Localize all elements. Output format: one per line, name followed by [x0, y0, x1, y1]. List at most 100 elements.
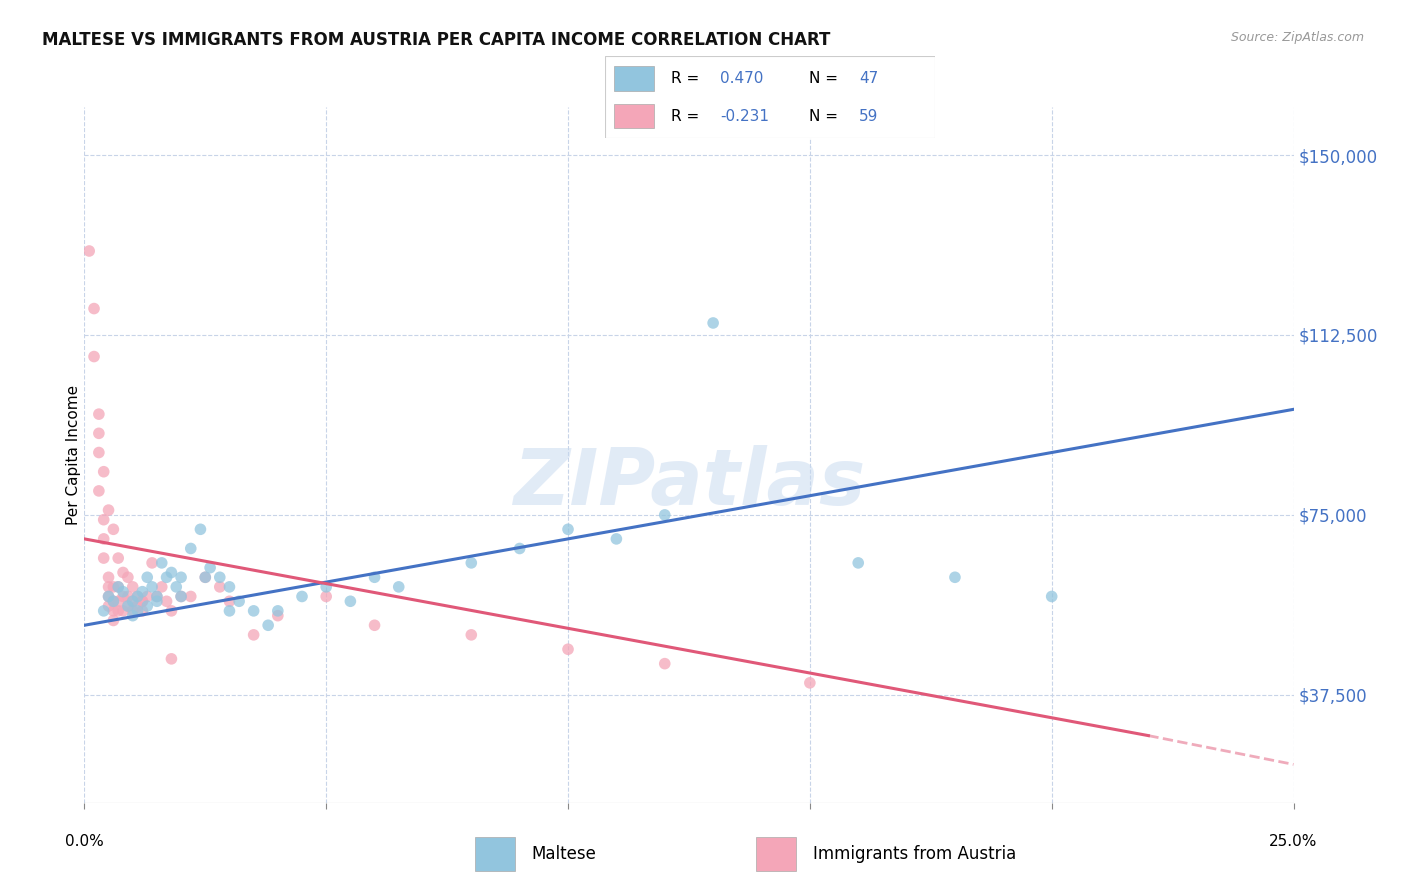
Text: 0.470: 0.470 [720, 70, 763, 86]
Point [208, 580, 231, 594]
Text: 25.0%: 25.0% [1270, 834, 1317, 849]
Point [218, 580, 240, 594]
Point [93, 465, 115, 479]
Point [121, 608, 143, 623]
Point [97, 580, 120, 594]
Point [93, 604, 115, 618]
Point [257, 618, 280, 632]
Point [107, 604, 129, 618]
Text: 59: 59 [859, 109, 879, 124]
Text: -0.231: -0.231 [720, 109, 769, 124]
Point [121, 580, 143, 594]
Point [77, 244, 100, 258]
Point [127, 599, 149, 613]
Point [160, 652, 183, 666]
Point [103, 614, 125, 628]
FancyBboxPatch shape [475, 837, 515, 871]
Point [112, 604, 135, 618]
Point [605, 532, 627, 546]
Point [97, 599, 120, 613]
Point [208, 570, 231, 584]
Point [557, 522, 579, 536]
Point [107, 551, 129, 566]
Point [131, 604, 153, 618]
Point [799, 676, 821, 690]
Point [267, 608, 290, 623]
Point [363, 618, 385, 632]
Point [131, 584, 153, 599]
Point [103, 594, 125, 608]
Point [103, 522, 125, 536]
Text: R =: R = [671, 70, 704, 86]
Point [117, 570, 139, 584]
Point [242, 628, 264, 642]
Point [97, 503, 120, 517]
Text: N =: N = [810, 70, 844, 86]
Text: Immigrants from Austria: Immigrants from Austria [813, 845, 1017, 863]
Point [654, 508, 676, 522]
Point [107, 580, 129, 594]
Text: Source: ZipAtlas.com: Source: ZipAtlas.com [1230, 31, 1364, 45]
Point [150, 556, 173, 570]
Point [131, 594, 153, 608]
Point [121, 594, 143, 608]
Point [127, 590, 149, 604]
Point [87, 483, 110, 498]
Point [93, 532, 115, 546]
Point [150, 580, 173, 594]
FancyBboxPatch shape [614, 103, 654, 128]
Point [180, 541, 202, 556]
Point [117, 590, 139, 604]
Point [103, 594, 125, 608]
Point [702, 316, 724, 330]
Point [267, 604, 290, 618]
Point [103, 580, 125, 594]
Point [83, 301, 105, 316]
Point [315, 590, 337, 604]
Point [1040, 590, 1063, 604]
Point [93, 513, 115, 527]
Point [146, 594, 169, 608]
Point [339, 594, 361, 608]
Point [93, 551, 115, 566]
Point [170, 590, 193, 604]
Point [136, 570, 159, 584]
Point [315, 580, 337, 594]
Point [121, 594, 143, 608]
Point [943, 570, 966, 584]
Point [242, 604, 264, 618]
Point [180, 590, 202, 604]
Point [198, 560, 221, 574]
Point [117, 599, 139, 613]
Text: 47: 47 [859, 70, 879, 86]
Point [160, 566, 183, 580]
Point [170, 570, 193, 584]
Point [363, 570, 385, 584]
Point [155, 570, 177, 584]
Text: ZIPatlas: ZIPatlas [513, 445, 865, 521]
Point [127, 604, 149, 618]
Point [112, 590, 135, 604]
Point [228, 594, 250, 608]
Point [87, 445, 110, 459]
Point [97, 590, 120, 604]
Point [141, 580, 163, 594]
Point [141, 556, 163, 570]
Point [112, 566, 135, 580]
Point [136, 599, 159, 613]
Point [131, 594, 153, 608]
Y-axis label: Per Capita Income: Per Capita Income [66, 384, 80, 525]
Point [97, 570, 120, 584]
Point [291, 590, 314, 604]
FancyBboxPatch shape [614, 66, 654, 91]
Point [388, 580, 411, 594]
Point [127, 590, 149, 604]
Text: N =: N = [810, 109, 844, 124]
Text: MALTESE VS IMMIGRANTS FROM AUSTRIA PER CAPITA INCOME CORRELATION CHART: MALTESE VS IMMIGRANTS FROM AUSTRIA PER C… [42, 31, 831, 49]
Point [136, 590, 159, 604]
Point [83, 350, 105, 364]
Point [846, 556, 869, 570]
Point [654, 657, 676, 671]
Point [170, 590, 193, 604]
Point [117, 599, 139, 613]
